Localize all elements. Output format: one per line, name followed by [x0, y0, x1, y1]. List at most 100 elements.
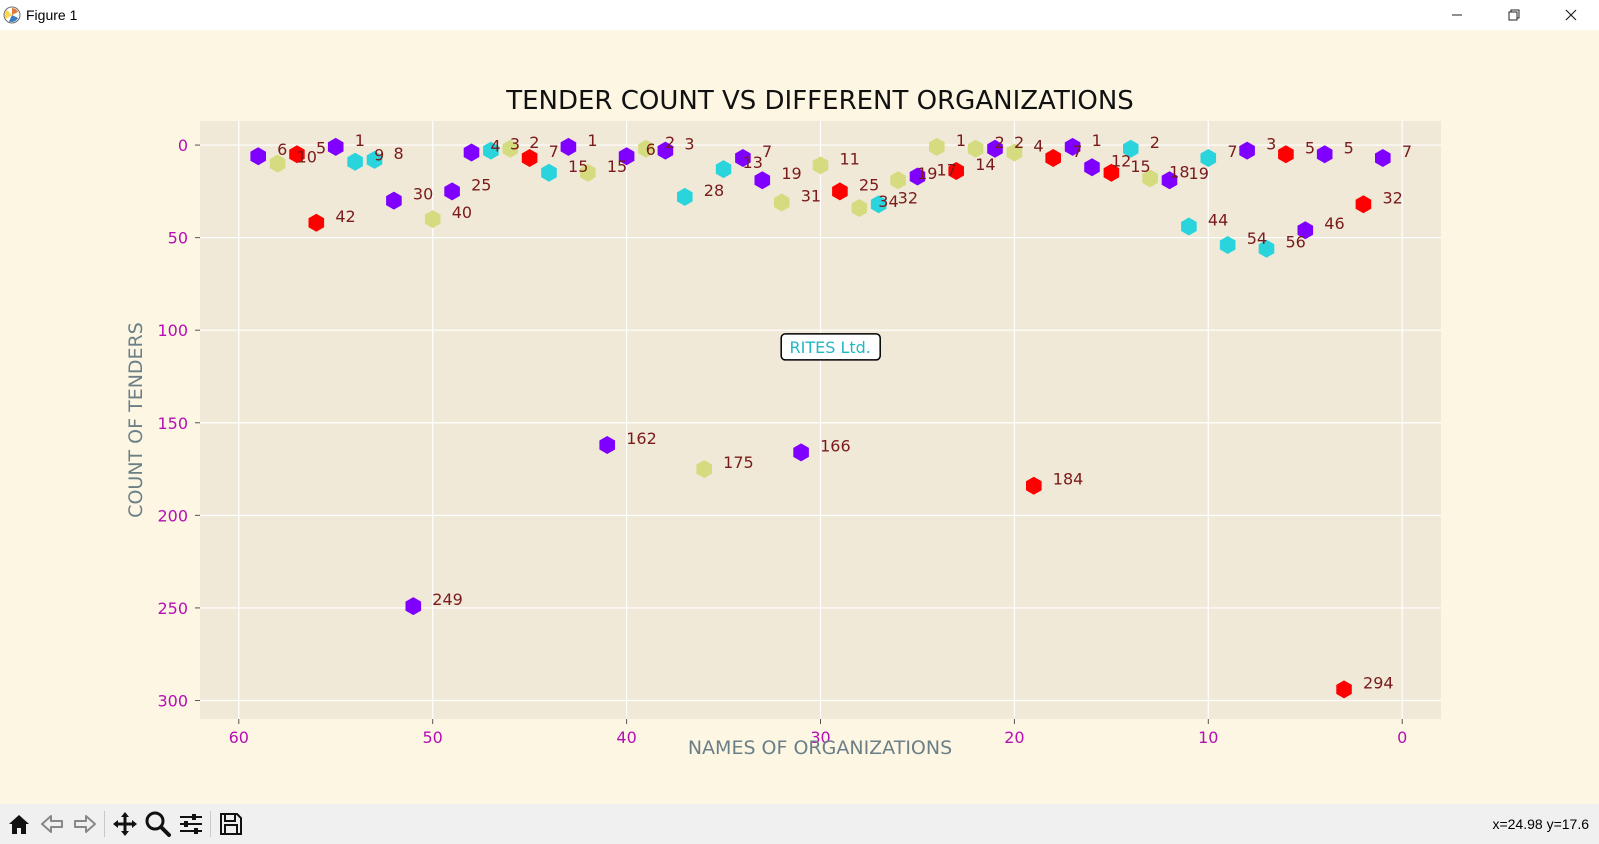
data-point: [1336, 680, 1352, 699]
back-button[interactable]: [35, 808, 68, 840]
configure-subplots-button[interactable]: [174, 808, 207, 840]
data-point: [1181, 217, 1197, 236]
data-label: 34: [878, 192, 898, 211]
data-point: [289, 145, 305, 164]
data-point: [754, 171, 771, 190]
chart-title: TENDER COUNT VS DIFFERENT ORGANIZATIONS: [505, 86, 1134, 116]
x-tick-label: 40: [616, 728, 636, 747]
data-label: 166: [820, 436, 851, 455]
data-point: [793, 443, 809, 462]
data-label: 28: [704, 181, 724, 200]
data-point: [1355, 195, 1372, 214]
restore-button[interactable]: [1485, 0, 1542, 30]
data-label: 7: [762, 142, 772, 161]
y-tick-label: 150: [157, 414, 188, 433]
data-label: 5: [1305, 138, 1315, 157]
restore-icon: [1508, 9, 1519, 21]
back-arrow-icon: [40, 815, 63, 833]
data-label: 19: [781, 164, 801, 183]
data-label: 25: [859, 175, 879, 194]
data-point: [463, 143, 480, 162]
save-icon: [219, 813, 242, 835]
data-label: 1: [355, 131, 365, 150]
data-point: [618, 147, 635, 166]
data-point: [1026, 476, 1042, 495]
data-label: 175: [723, 453, 754, 472]
data-label: 12: [1111, 151, 1131, 170]
save-button[interactable]: [214, 808, 247, 840]
data-label: 42: [335, 207, 355, 226]
data-point: [890, 171, 906, 190]
data-label: 32: [898, 188, 918, 207]
data-point: [1084, 158, 1100, 177]
data-label: 56: [1285, 233, 1305, 252]
data-point: [773, 193, 790, 212]
annotation-box: RITES Ltd.: [780, 333, 881, 361]
close-icon: [1565, 9, 1576, 21]
data-point: [851, 199, 868, 217]
data-point: [599, 436, 615, 454]
zoom-icon: [145, 811, 171, 837]
forward-arrow-icon: [73, 815, 96, 833]
data-point: [1103, 163, 1120, 182]
y-axis-ticks: 0 50 100 150 200 250 300: [157, 136, 200, 710]
data-label: 294: [1363, 673, 1394, 692]
x-tick-label: 60: [229, 728, 249, 747]
pan-button[interactable]: [108, 808, 141, 840]
forward-button[interactable]: [68, 808, 101, 840]
data-point: [1316, 145, 1333, 164]
data-point: [735, 149, 751, 167]
zoom-button[interactable]: [141, 808, 174, 840]
data-label: 40: [452, 203, 472, 222]
data-point: [1375, 149, 1391, 167]
minimize-button[interactable]: [1428, 0, 1485, 30]
data-label: 3: [684, 135, 694, 154]
pan-icon: [112, 812, 137, 836]
close-button[interactable]: [1542, 0, 1599, 30]
data-label: 2: [529, 133, 539, 152]
y-axis-label: COUNT OF TENDERS: [125, 322, 147, 518]
annotation-text: RITES Ltd.: [790, 338, 871, 357]
data-point: [870, 195, 887, 214]
data-label: 46: [1324, 214, 1344, 233]
data-label: 19: [917, 164, 937, 183]
data-point: [967, 139, 984, 158]
cursor-coordinates: x=24.98 y=17.6: [1492, 816, 1589, 832]
data-point: [327, 137, 344, 156]
data-point: [1297, 221, 1314, 240]
data-label: 44: [1208, 211, 1228, 230]
data-label: 1: [587, 131, 597, 150]
data-point: [1142, 169, 1158, 188]
y-tick-label: 200: [157, 506, 188, 525]
data-label: 15: [607, 157, 627, 176]
data-point: [308, 213, 325, 232]
figure-canvas[interactable]: 60 50 40 30 20 10 0 0 50 100 150 200 250 300 6 10 5 42 1…: [0, 30, 1599, 804]
y-tick-label: 0: [178, 136, 188, 155]
data-label: 184: [1053, 470, 1084, 489]
data-label: 8: [394, 144, 404, 163]
data-label: 3: [1266, 135, 1276, 154]
data-point: [250, 147, 266, 166]
data-label: 5: [316, 138, 326, 157]
navigation-toolbar: x=24.98 y=17.6: [0, 804, 1599, 844]
data-label: 4: [1033, 136, 1043, 155]
data-label: 17: [936, 161, 956, 180]
data-label: 7: [1072, 142, 1082, 161]
data-point: [1258, 239, 1275, 258]
x-tick-label: 0: [1397, 728, 1407, 747]
data-label: 18: [1169, 162, 1189, 181]
data-point: [424, 210, 441, 229]
data-label: 15: [1130, 157, 1150, 176]
toolbar-separator: [104, 811, 105, 837]
window-title: Figure 1: [26, 7, 78, 23]
x-axis-label: NAMES OF ORGANIZATIONS: [688, 737, 952, 759]
x-tick-label: 50: [423, 728, 443, 747]
data-label: 2: [1014, 133, 1024, 152]
data-point: [444, 182, 460, 201]
data-label: 14: [975, 155, 995, 174]
home-button[interactable]: [2, 808, 35, 840]
home-icon: [8, 815, 29, 834]
data-label: 249: [432, 590, 463, 609]
